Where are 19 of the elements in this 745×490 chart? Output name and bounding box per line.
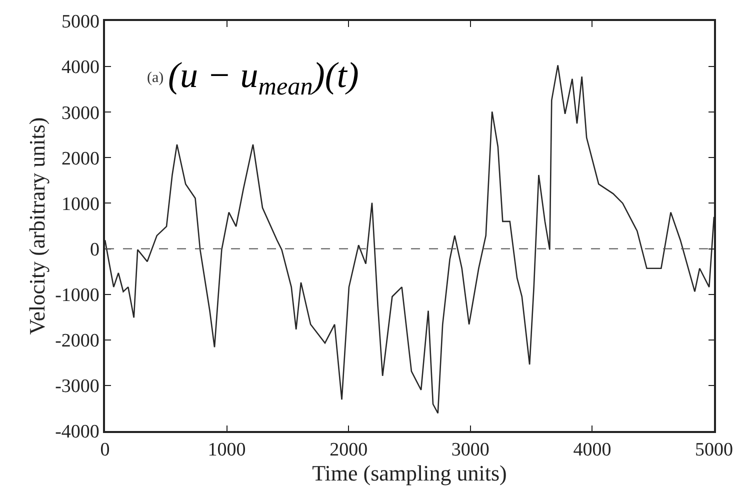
y-tick-label: -4000 (55, 422, 100, 443)
y-tick-label: 3000 (61, 102, 100, 124)
x-tick-label: 5000 (695, 440, 733, 461)
x-tick-label: 2000 (330, 440, 368, 461)
annotation: (a) (147, 70, 164, 86)
x-tick-label: 4000 (573, 440, 612, 461)
y-tick-label: -2000 (55, 330, 100, 352)
y-tick-label: 5000 (61, 12, 100, 33)
x-tick-label: 3000 (451, 440, 490, 461)
y-tick-label: 4000 (61, 57, 100, 78)
y-tick-label: 1000 (61, 194, 100, 215)
y-axis-title: Velocity (arbitrary units) (24, 117, 50, 335)
y-tick-label: -3000 (55, 376, 100, 398)
x-axis-title: Time (sampling units) (312, 460, 507, 486)
x-tick-label: 1000 (208, 440, 246, 461)
y-tick-label: -1000 (55, 284, 100, 306)
annotation: (u − u$_{mean}$)(t) (168, 55, 359, 101)
y-tick-label: 0 (90, 239, 100, 260)
y-tick-label: 2000 (61, 148, 100, 170)
